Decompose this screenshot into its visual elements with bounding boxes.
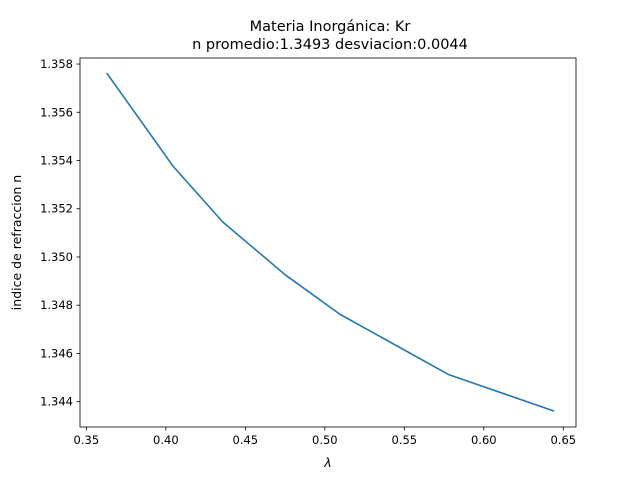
y-tick-label: 1.350 [40,250,73,264]
x-tick-label: 0.65 [550,433,576,447]
y-tick-label: 1.352 [40,202,73,216]
x-tick-label: 0.40 [153,433,179,447]
chart-subtitle: n promedio:1.3493 desviacion:0.0044 [192,37,468,53]
x-tick-label: 0.45 [233,433,259,447]
y-tick-label: 1.348 [40,298,73,312]
x-tick-label: 0.60 [471,433,497,447]
series-line [106,72,555,412]
y-tick-label: 1.346 [40,346,73,360]
chart-title: Materia Inorgánica: Kr [250,19,411,35]
y-axis: 1.344 1.346 1.348 1.350 1.352 1.354 1.356 1.358 [40,57,80,409]
x-axis-label: λ [323,455,331,470]
y-tick-label: 1.358 [40,57,73,71]
y-tick-label: 1.354 [40,154,73,168]
x-tick-label: 0.35 [74,433,100,447]
x-axis: 0.35 0.40 0.45 0.50 0.55 0.60 0.65 [74,427,576,447]
x-tick-label: 0.55 [392,433,418,447]
y-tick-label: 1.356 [40,105,73,119]
y-tick-label: 1.344 [40,395,73,409]
series-layer [106,72,555,412]
plot-area [79,57,577,428]
y-axis-label: indice de refraccion n [9,175,24,310]
x-tick-label: 0.50 [312,433,338,447]
